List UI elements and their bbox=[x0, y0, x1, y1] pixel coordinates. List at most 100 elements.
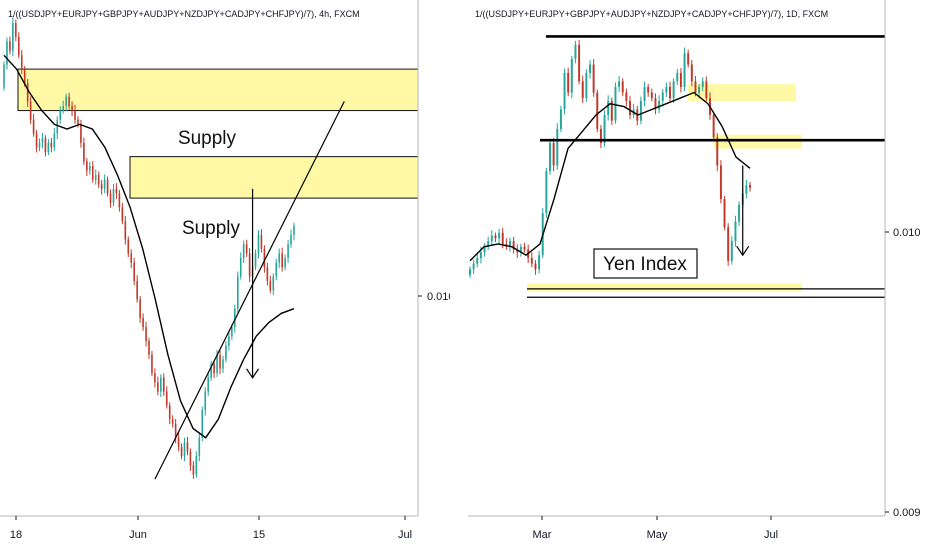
candle-body bbox=[610, 100, 613, 121]
candle-body bbox=[228, 336, 230, 346]
candle bbox=[263, 245, 266, 273]
candle-body bbox=[690, 64, 693, 82]
candle bbox=[177, 431, 180, 452]
candle bbox=[219, 349, 221, 375]
candle bbox=[581, 75, 584, 104]
candle bbox=[716, 132, 719, 172]
candle bbox=[68, 92, 70, 110]
candle bbox=[625, 88, 628, 107]
candle bbox=[487, 236, 490, 250]
x-tick-1d-jul: Jul bbox=[764, 529, 778, 541]
candle-body bbox=[625, 92, 628, 101]
candle bbox=[124, 215, 127, 245]
candle-body bbox=[487, 241, 490, 247]
candle-body bbox=[701, 81, 704, 87]
candle bbox=[599, 125, 602, 148]
candle-body bbox=[77, 119, 79, 125]
candle-body bbox=[538, 255, 541, 270]
candle-body bbox=[133, 262, 136, 282]
candle bbox=[210, 360, 212, 381]
candle-body bbox=[498, 232, 501, 239]
candle bbox=[498, 228, 501, 244]
candle-body bbox=[281, 253, 283, 268]
candle-body bbox=[293, 225, 295, 235]
candle-body bbox=[204, 391, 207, 411]
candle bbox=[186, 436, 189, 456]
candle bbox=[469, 266, 471, 278]
candle-body bbox=[599, 129, 602, 144]
r-zone-0 bbox=[688, 84, 796, 101]
candle-body bbox=[723, 199, 726, 228]
zone-label-supply-upper: Supply bbox=[178, 128, 237, 149]
candle-body bbox=[260, 234, 263, 249]
candle bbox=[650, 88, 653, 102]
candle-body bbox=[97, 175, 100, 185]
candle-body bbox=[585, 72, 588, 99]
candle bbox=[516, 244, 519, 258]
candle-body bbox=[38, 142, 41, 148]
candle bbox=[56, 116, 59, 140]
down-arrow-head bbox=[736, 245, 750, 257]
candle bbox=[165, 386, 168, 409]
candle bbox=[204, 387, 207, 416]
candle-body bbox=[201, 410, 204, 438]
candle-body bbox=[231, 327, 233, 337]
candle-body bbox=[679, 72, 682, 87]
candle-body bbox=[552, 143, 555, 166]
candle-body bbox=[136, 281, 138, 300]
candle bbox=[180, 443, 183, 460]
candle-body bbox=[730, 241, 733, 261]
candle-body bbox=[266, 267, 269, 282]
candle-body bbox=[563, 72, 566, 110]
candle-body bbox=[629, 100, 631, 115]
candle-body bbox=[94, 175, 97, 180]
candle-body bbox=[665, 86, 668, 93]
candle-body bbox=[278, 253, 281, 263]
candle bbox=[287, 239, 289, 263]
candle bbox=[133, 257, 136, 286]
candle bbox=[248, 248, 251, 283]
candle bbox=[269, 275, 272, 294]
candle bbox=[545, 167, 548, 219]
candle-body bbox=[219, 354, 221, 369]
annotation-yen-index: Yen Index bbox=[603, 254, 687, 275]
candle bbox=[266, 262, 269, 286]
candle-body bbox=[245, 244, 248, 254]
candle bbox=[112, 184, 115, 207]
candle bbox=[647, 83, 650, 97]
candle bbox=[723, 196, 726, 231]
candle-body bbox=[124, 221, 127, 240]
candle-body bbox=[589, 64, 591, 73]
moving-average-line bbox=[469, 91, 751, 262]
candle-body bbox=[71, 105, 73, 111]
candle-body bbox=[35, 133, 38, 148]
candle bbox=[661, 89, 664, 107]
trendline bbox=[154, 101, 345, 480]
candle bbox=[607, 95, 610, 121]
down-arrow-head bbox=[246, 368, 260, 379]
candle bbox=[20, 49, 23, 75]
candle-body bbox=[222, 359, 224, 369]
candle-body bbox=[658, 100, 661, 110]
candle-body bbox=[254, 253, 257, 268]
candle bbox=[254, 249, 257, 271]
candle-body bbox=[494, 235, 497, 239]
candle-body bbox=[519, 246, 522, 253]
candle bbox=[130, 249, 133, 269]
candle bbox=[106, 176, 109, 197]
candle-body bbox=[545, 171, 548, 214]
candle bbox=[523, 242, 526, 253]
candle-body bbox=[157, 382, 159, 392]
candle-body bbox=[139, 299, 141, 318]
y-tick-4h: 0.010 bbox=[427, 291, 455, 303]
candle-body bbox=[687, 53, 690, 65]
candle-body bbox=[3, 64, 5, 88]
moving-average-line bbox=[3, 54, 295, 439]
candle-body bbox=[142, 317, 144, 328]
candle-body bbox=[669, 86, 671, 99]
candle bbox=[483, 243, 486, 257]
candle-body bbox=[284, 258, 286, 268]
candle bbox=[9, 36, 11, 55]
candle-body bbox=[603, 114, 606, 144]
candle-body bbox=[9, 41, 11, 51]
